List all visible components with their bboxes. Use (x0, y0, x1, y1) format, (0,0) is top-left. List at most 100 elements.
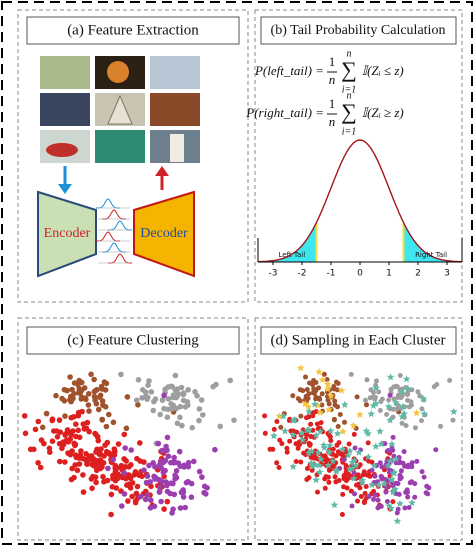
point (88, 371, 94, 378)
point (393, 480, 399, 486)
point (331, 386, 337, 392)
point (371, 496, 376, 502)
point (161, 405, 167, 412)
title-box (26, 16, 240, 45)
point (93, 457, 99, 464)
panel-title: (c) Feature Clustering (67, 332, 199, 348)
point (91, 376, 97, 383)
sample-star (329, 457, 337, 465)
sample-star (332, 467, 341, 475)
point (321, 371, 327, 377)
sample-star (349, 421, 358, 429)
point (144, 492, 151, 498)
point (262, 430, 268, 436)
point (384, 412, 390, 417)
point (267, 446, 273, 452)
point (311, 386, 317, 392)
point (147, 479, 153, 485)
point (362, 397, 368, 403)
sample-star (364, 453, 373, 461)
right-tail-label: Right Tail (415, 251, 447, 259)
sample-star (305, 425, 313, 434)
point (363, 484, 369, 489)
thumbnail-detail (107, 94, 133, 125)
sample-star (298, 436, 307, 444)
point (355, 474, 361, 480)
sample-star (385, 501, 393, 510)
point (398, 468, 404, 474)
panel-frame (17, 317, 249, 541)
tick-label: -1 (327, 269, 336, 279)
sample-star (376, 427, 384, 435)
point (306, 391, 312, 397)
sample-star (310, 400, 319, 408)
point (325, 474, 331, 480)
point (164, 434, 171, 441)
indicator: 𝕀(Zᵢ ≥ z) (362, 105, 404, 120)
point (355, 498, 360, 504)
point (87, 456, 94, 463)
point (64, 427, 71, 433)
point (423, 490, 429, 496)
point (295, 396, 301, 402)
point (99, 417, 105, 423)
sum-top: n (347, 90, 352, 101)
sample-star (301, 400, 309, 408)
point (402, 505, 408, 511)
point (110, 419, 117, 426)
point (171, 460, 177, 466)
title-box (260, 16, 457, 45)
point (401, 449, 407, 455)
point (326, 479, 332, 485)
sample-star (412, 409, 421, 417)
point (76, 461, 83, 467)
point (144, 473, 151, 480)
point (331, 417, 337, 423)
formula-lhs: P(left_tail) = (254, 63, 324, 78)
panel-frame (254, 9, 463, 303)
point (83, 396, 89, 403)
point (412, 494, 418, 500)
point (365, 472, 370, 478)
point (191, 458, 197, 465)
point (382, 441, 388, 447)
point (137, 440, 143, 446)
point (121, 491, 128, 497)
point (227, 377, 233, 384)
point (62, 459, 68, 465)
point (67, 397, 73, 403)
latent-curve (107, 253, 133, 264)
point (22, 430, 29, 437)
point (51, 428, 57, 434)
point (170, 394, 176, 401)
point (171, 491, 178, 498)
sample-star (305, 449, 313, 457)
point (310, 382, 316, 388)
point (115, 441, 122, 447)
point (164, 414, 171, 421)
sample-star (402, 375, 411, 383)
point (393, 383, 399, 389)
point (201, 489, 207, 496)
point (128, 462, 134, 468)
point (157, 484, 163, 490)
sample-star (304, 403, 313, 411)
sample-star (324, 385, 332, 393)
point (157, 411, 163, 418)
sample-star (270, 431, 278, 440)
sample-star (315, 368, 323, 376)
point (199, 474, 205, 480)
point (404, 392, 410, 397)
point (377, 408, 383, 413)
point (162, 467, 168, 474)
point (278, 424, 284, 430)
point (182, 504, 188, 511)
point (67, 374, 73, 380)
point (180, 391, 186, 398)
point (60, 439, 67, 445)
point (110, 456, 116, 463)
sum-bottom: i=1 (342, 126, 357, 137)
point (95, 406, 102, 413)
point (354, 394, 360, 400)
